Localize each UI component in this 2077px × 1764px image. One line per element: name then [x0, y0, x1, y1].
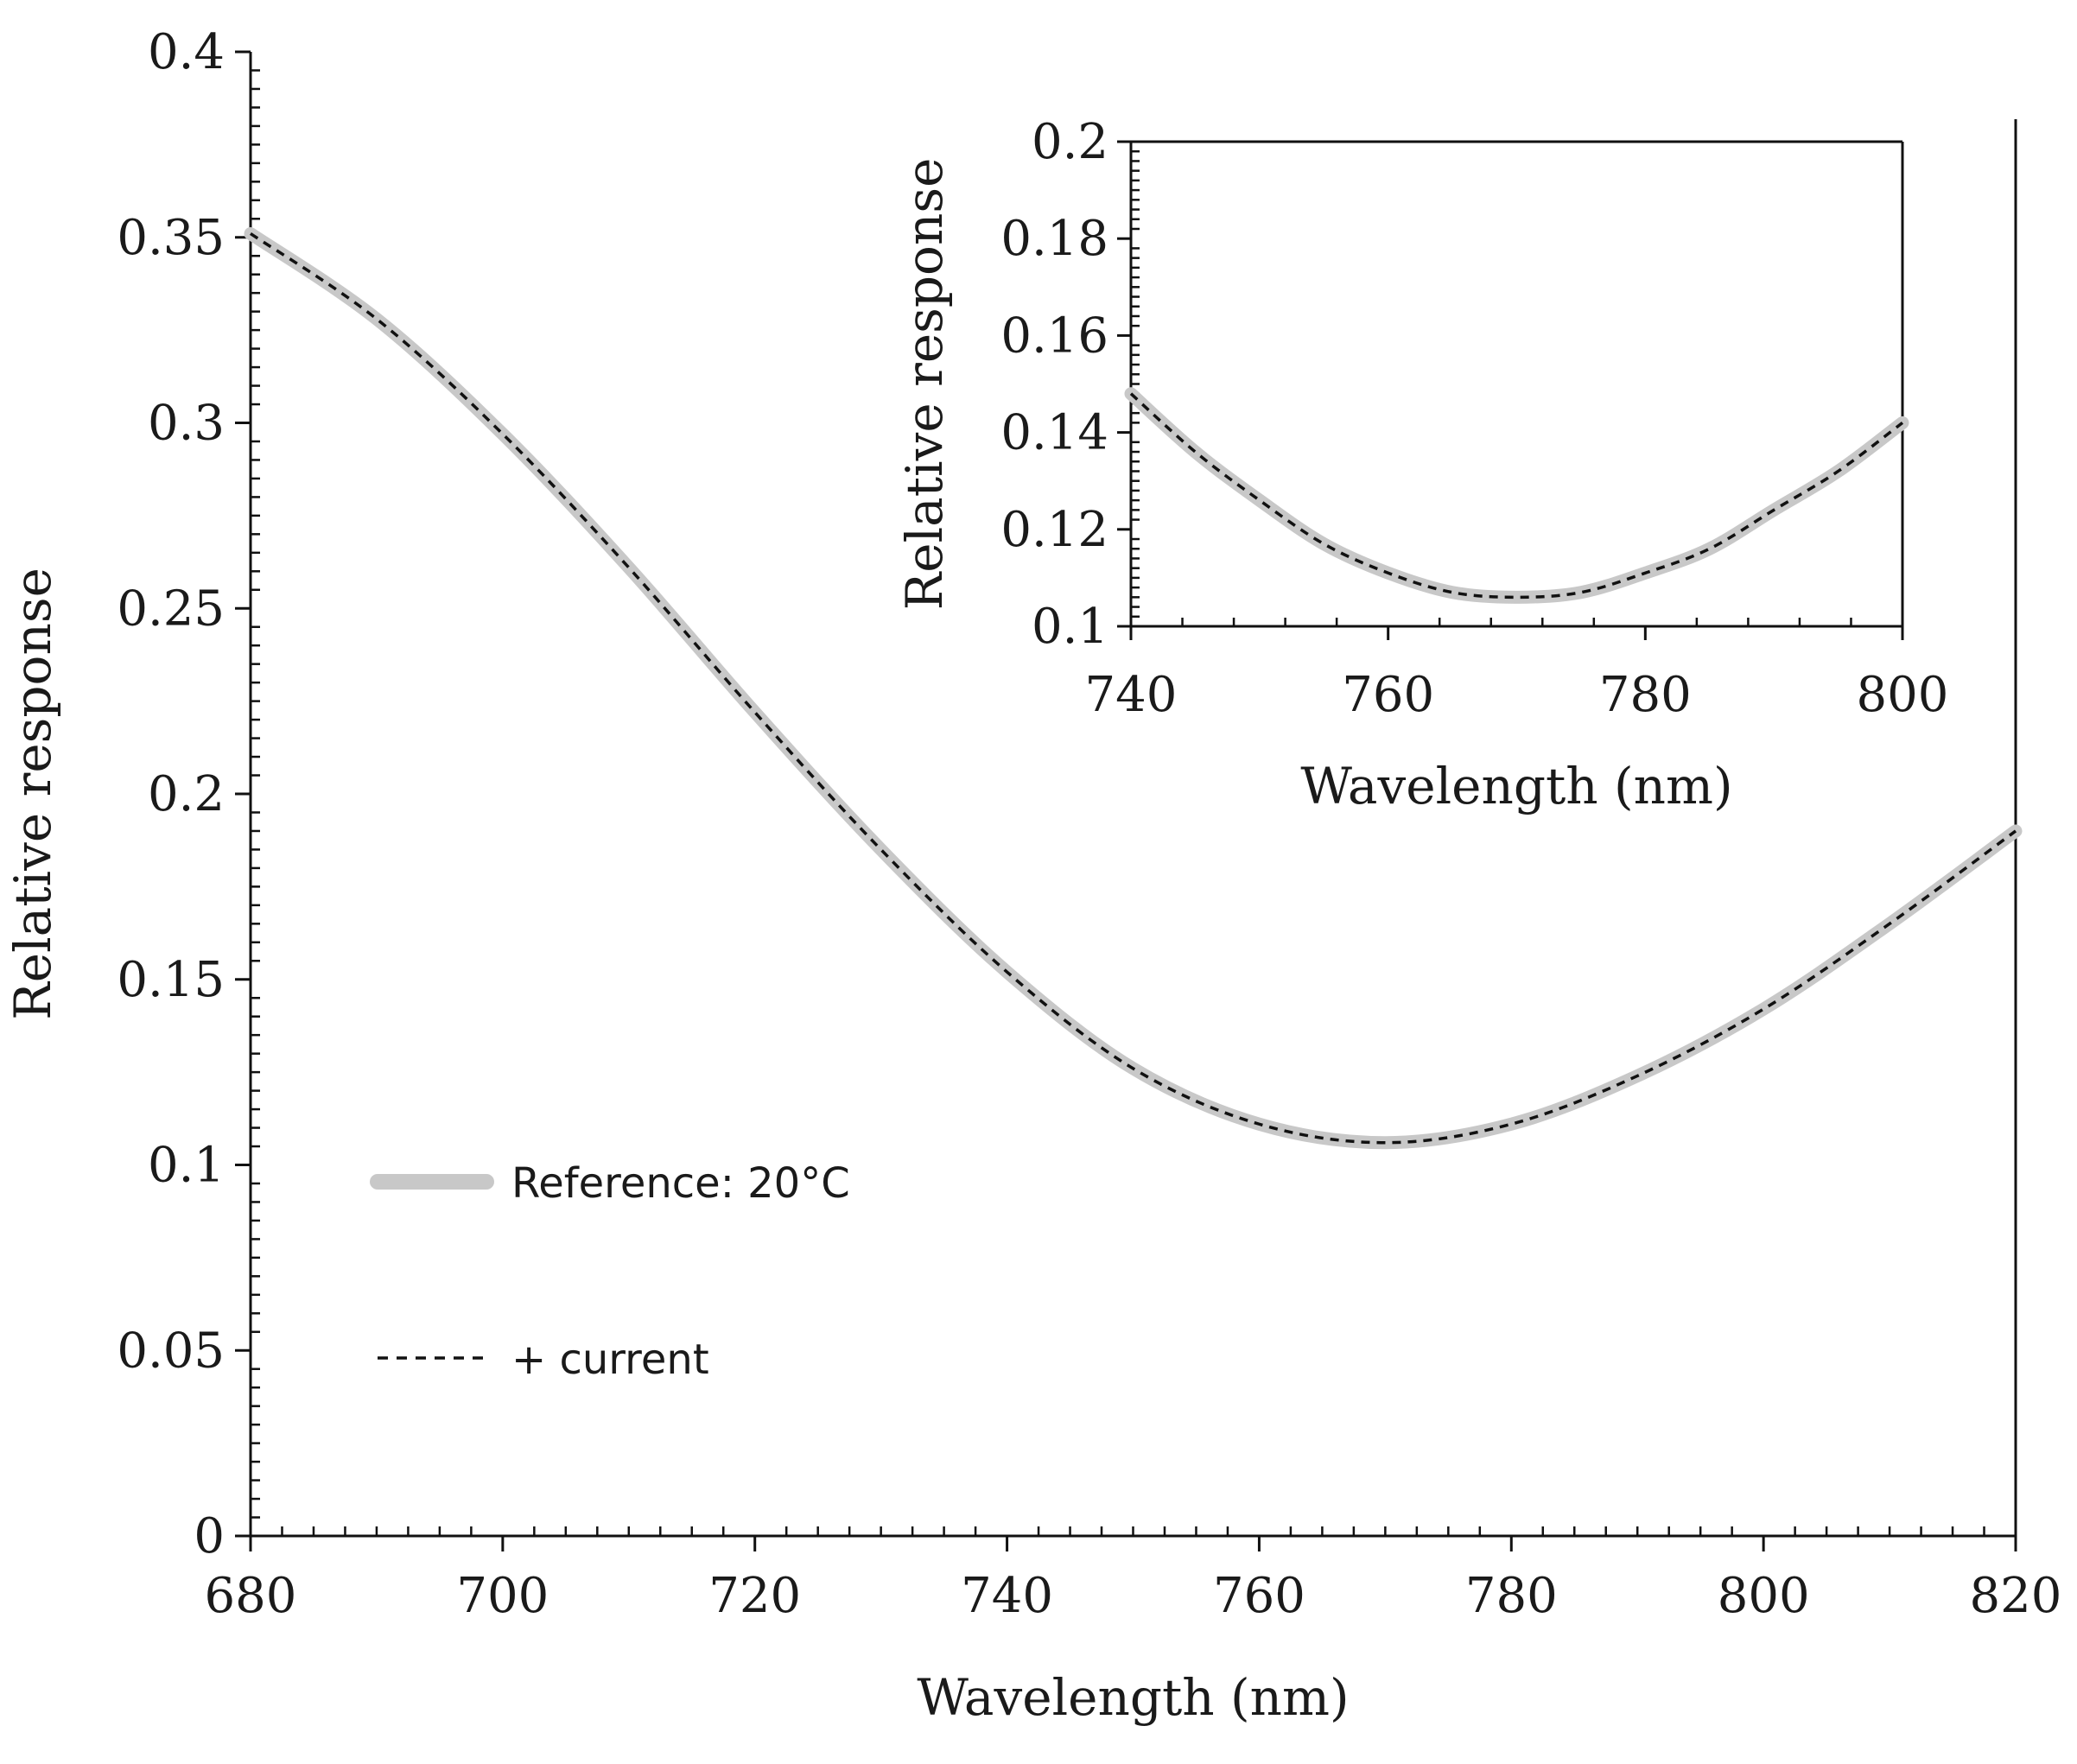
main-y-tick-label: 0.2 [148, 766, 225, 822]
inset-y-tick-label: 0.2 [1032, 114, 1108, 170]
legend-reference-label: Reference: 20°C [511, 1159, 850, 1208]
main-y-axis-title: Relative response [3, 568, 62, 1020]
main-x-tick-label: 780 [1465, 1568, 1558, 1624]
main-x-axis-title: Wavelength (nm) [917, 1668, 1349, 1727]
main-y-tick-label: 0.25 [117, 581, 225, 637]
main-y-tick-label: 0.4 [148, 24, 225, 80]
inset-x-axis-title: Wavelength (nm) [1300, 757, 1732, 815]
inset-y-tick-label: 0.12 [1000, 502, 1108, 558]
inset-y-tick-label: 0.16 [1000, 308, 1108, 364]
main-y-tick-label: 0.05 [117, 1323, 225, 1379]
legend: Reference: 20°C + current [370, 1159, 850, 1384]
legend-current-label: + current [511, 1336, 709, 1384]
inset-y-tick-label: 0.18 [1000, 211, 1108, 267]
main-x-tick-label: 740 [961, 1568, 1053, 1624]
inset-y-tick-label: 0.1 [1032, 599, 1108, 655]
main-x-tick-label: 680 [205, 1568, 297, 1624]
main-y-tick-label: 0.35 [117, 210, 225, 266]
main-y-tick-label: 0.3 [148, 396, 225, 452]
inset-plot: 740 760 780 800 0.1 0.12 0.14 0.16 0.18 0.2 Wavele… [895, 114, 1948, 815]
inset-series-reference-line [1124, 387, 1909, 604]
inset-x-tick-label: 780 [1599, 667, 1692, 723]
main-y-tick-label: 0 [194, 1508, 225, 1564]
inset-series-current-line [1129, 392, 1904, 600]
main-y-tick-label: 0.1 [148, 1138, 225, 1194]
main-x-tick-label: 700 [456, 1568, 549, 1624]
main-x-tick-label: 820 [1970, 1568, 2062, 1624]
main-x-tick-label: 720 [708, 1568, 801, 1624]
inset-y-tick-label: 0.14 [1000, 405, 1108, 461]
main-y-tick-label: 0.15 [117, 952, 225, 1008]
main-series-current-line [250, 232, 2017, 1145]
inset-x-tick-label: 760 [1342, 667, 1434, 723]
main-x-tick-label: 760 [1213, 1568, 1305, 1624]
main-plot: 680 700 720 740 760 780 800 820 0 0.05 0.1 0.15 0.2 0… [3, 24, 2061, 1727]
inset-x-tick-label: 740 [1085, 667, 1178, 723]
inset-y-axis-title: Relative response [895, 158, 954, 611]
inset-x-tick-label: 800 [1857, 667, 1949, 723]
main-x-tick-label: 800 [1718, 1568, 1810, 1624]
